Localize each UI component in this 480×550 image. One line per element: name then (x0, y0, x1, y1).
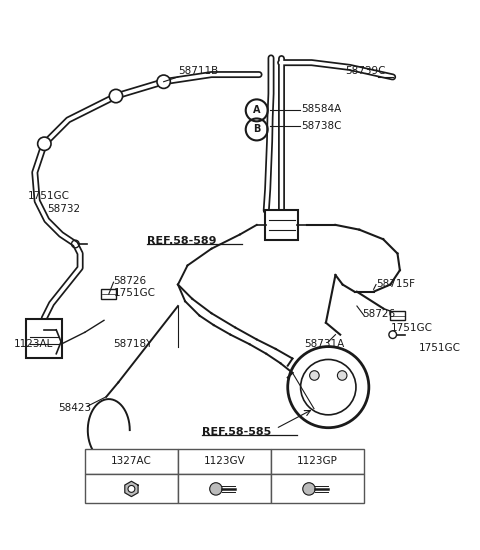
FancyBboxPatch shape (101, 289, 116, 299)
Text: A: A (253, 106, 261, 116)
Text: 1751GC: 1751GC (28, 191, 70, 201)
Text: 58584A: 58584A (301, 104, 341, 114)
Polygon shape (125, 481, 138, 497)
Text: 58738C: 58738C (301, 120, 342, 131)
Text: 58732: 58732 (47, 204, 80, 214)
Text: 58726: 58726 (114, 276, 147, 286)
Text: 58715F: 58715F (376, 279, 415, 289)
Circle shape (337, 371, 347, 380)
Text: 1123GP: 1123GP (297, 456, 338, 466)
Bar (85, 449, 178, 474)
Text: 58731A: 58731A (304, 339, 345, 349)
Text: 1123AL: 1123AL (13, 339, 53, 349)
Text: 1751GC: 1751GC (419, 343, 461, 353)
Bar (178, 449, 271, 474)
Text: 58423: 58423 (59, 403, 92, 412)
Circle shape (157, 75, 170, 89)
Text: 58711B: 58711B (178, 65, 218, 75)
Bar (178, 474, 271, 503)
FancyBboxPatch shape (390, 311, 405, 320)
Circle shape (310, 371, 319, 380)
Text: 58718Y: 58718Y (114, 339, 153, 349)
FancyBboxPatch shape (26, 319, 62, 358)
Bar (271, 449, 364, 474)
Circle shape (128, 486, 135, 492)
Text: 1123GV: 1123GV (204, 456, 245, 466)
Text: B: B (253, 124, 260, 134)
Text: REF.58-589: REF.58-589 (147, 235, 216, 246)
Text: 1751GC: 1751GC (114, 288, 156, 298)
Text: 1751GC: 1751GC (390, 323, 432, 333)
Circle shape (303, 483, 315, 495)
Text: REF.58-585: REF.58-585 (202, 427, 271, 437)
Text: 1327AC: 1327AC (111, 456, 152, 466)
Circle shape (210, 483, 222, 495)
Text: 58726: 58726 (362, 309, 395, 319)
FancyBboxPatch shape (265, 210, 298, 240)
Bar (85, 474, 178, 503)
Text: 58739C: 58739C (345, 65, 385, 75)
Circle shape (109, 89, 122, 103)
Bar (271, 474, 364, 503)
Circle shape (37, 137, 51, 151)
